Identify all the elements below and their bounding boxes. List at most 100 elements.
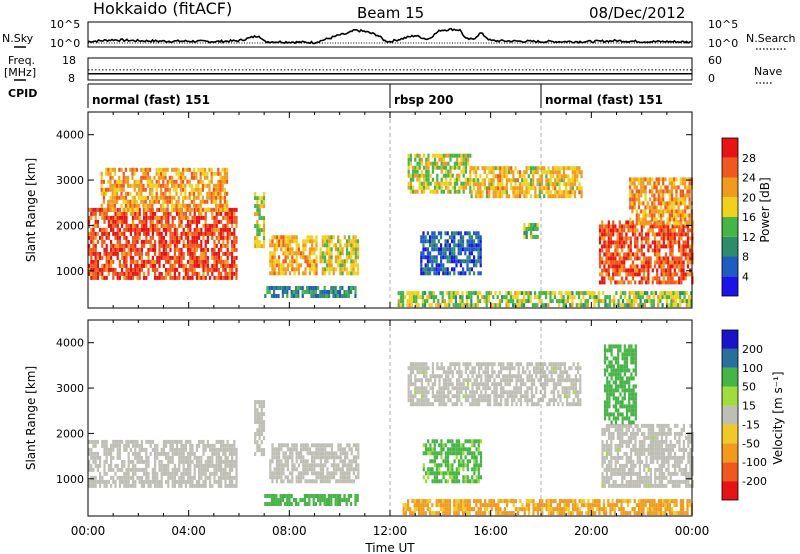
heatmap-cell [105, 243, 108, 248]
heatmap-cell [341, 271, 344, 276]
heatmap-cell [631, 224, 635, 229]
heatmap-cell [134, 239, 137, 244]
heatmap-cell [321, 251, 324, 256]
heatmap-cell [129, 483, 132, 488]
heatmap-cell [149, 179, 152, 184]
heatmap-cell [189, 251, 192, 256]
heatmap-cell [142, 167, 145, 172]
heatmap-cell [116, 239, 119, 244]
heatmap-cell [653, 205, 656, 210]
heatmap-cell [158, 479, 161, 484]
heatmap-cell [462, 271, 465, 276]
heatmap-cell [449, 177, 452, 182]
heatmap-cell [195, 275, 198, 280]
heatmap-cell [453, 247, 456, 252]
heatmap-cell [220, 443, 223, 448]
heatmap-cell [687, 303, 691, 308]
heatmap-cell [219, 171, 222, 176]
heatmap-cell [101, 255, 104, 260]
heatmap-cell [655, 189, 658, 194]
heatmap-cell [631, 232, 635, 237]
heatmap-cell [425, 169, 428, 174]
heatmap-cell [184, 243, 187, 248]
heatmap-cell [442, 181, 445, 186]
heatmap-cell [549, 182, 552, 187]
heatmap-cell [326, 259, 329, 264]
heatmap-cell [486, 386, 489, 391]
heatmap-cell [271, 451, 274, 456]
heatmap-cell [254, 236, 257, 241]
heatmap-cell [562, 174, 566, 179]
heatmap-cell [162, 451, 165, 456]
heatmap-cell [228, 263, 231, 268]
heatmap-cell [258, 212, 261, 217]
heatmap-cell [442, 267, 445, 272]
heatmap-cell [138, 275, 141, 280]
heatmap-cell [302, 243, 305, 248]
sky-panel-frame [87, 21, 693, 48]
heatmap-cell [512, 299, 515, 304]
heatmap-cell [675, 232, 679, 237]
heatmap-cell [629, 272, 632, 277]
heatmap-cell [140, 439, 143, 444]
heatmap-cell [217, 239, 220, 244]
heatmap-cell [474, 190, 478, 195]
heatmap-cell [562, 166, 566, 171]
heatmap-cell [649, 260, 652, 265]
heatmap-cell [647, 236, 650, 241]
heatmap-cell [226, 235, 229, 240]
heatmap-cell [140, 251, 143, 256]
heatmap-cell [560, 190, 563, 195]
heatmap-cell [102, 207, 105, 212]
heatmap-cell [680, 276, 683, 281]
heatmap-cell [562, 299, 565, 304]
heatmap-cell [173, 231, 176, 236]
heatmap-cell [169, 459, 172, 464]
heatmap-cell [666, 221, 669, 226]
heatmap-cell [177, 171, 180, 176]
heatmap-cell [182, 239, 185, 244]
heatmap-cell [204, 263, 207, 268]
heatmap-cell [160, 463, 163, 468]
heatmap-cell [545, 170, 548, 175]
heatmap-cell [262, 428, 266, 433]
heatmap-cell [94, 459, 97, 464]
heatmap-cell [228, 251, 231, 256]
heatmap-cell [538, 178, 541, 183]
heatmap-cell [423, 189, 426, 194]
heatmap-cell [640, 193, 643, 198]
heatmap-cell [328, 290, 331, 294]
heatmap-cell [182, 227, 185, 232]
heatmap-cell [217, 171, 220, 176]
heatmap-cell [576, 186, 579, 191]
heatmap-cell [662, 193, 665, 198]
heatmap-cell [116, 439, 119, 444]
heatmap-cell [523, 291, 526, 296]
heatmap-cell [660, 264, 663, 269]
power-colorbar-label: Power [dB] [758, 177, 772, 242]
heatmap-cell [689, 248, 692, 253]
heatmap-cell [160, 231, 163, 236]
heatmap-cell [254, 436, 257, 441]
heatmap-cell [215, 459, 218, 464]
heatmap-cell [138, 195, 141, 200]
heatmap-cell [603, 240, 606, 245]
heatmap-cell [256, 232, 259, 237]
heatmap-cell [485, 299, 488, 304]
heatmap-cell [518, 303, 521, 308]
heatmap-cell [222, 267, 225, 272]
heatmap-cell [125, 211, 128, 216]
heatmap-cell [198, 211, 201, 216]
heatmap-cell [226, 471, 229, 476]
heatmap-cell [601, 224, 604, 229]
heatmap-cell [560, 178, 563, 183]
heatmap-cell [527, 186, 530, 191]
heatmap-cell [416, 378, 419, 383]
heatmap-cell [653, 260, 657, 265]
heatmap-cell [348, 479, 351, 484]
heatmap-cell [444, 255, 447, 260]
heatmap-cell [685, 291, 688, 296]
heatmap-cell [154, 263, 157, 268]
heatmap-cell [457, 259, 460, 264]
heatmap-cell [418, 185, 421, 190]
